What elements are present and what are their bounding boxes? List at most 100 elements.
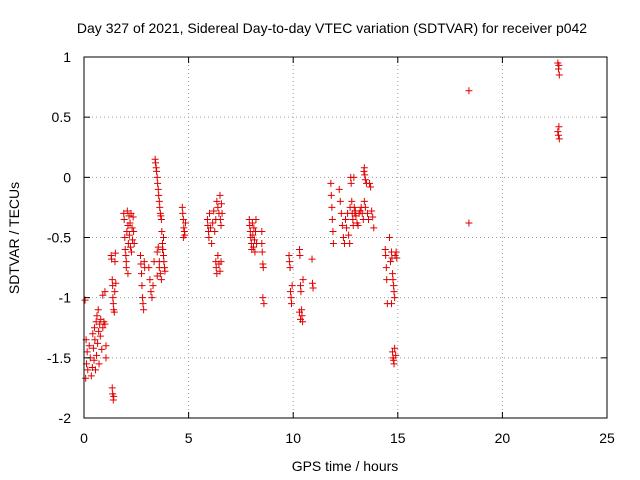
data-point: [363, 209, 371, 217]
data-point: [248, 219, 256, 227]
data-point: [84, 366, 92, 374]
data-point: [90, 356, 98, 364]
data-point: [95, 327, 103, 335]
data-point: [145, 264, 153, 272]
data-point: [286, 288, 294, 296]
data-point: [216, 191, 224, 199]
data-point: [336, 197, 344, 205]
data-point: [295, 308, 303, 316]
x-axis-label: GPS time / hours: [292, 458, 399, 474]
data-point: [156, 203, 164, 211]
data-point: [124, 270, 132, 278]
data-point: [157, 212, 165, 220]
data-point: [388, 300, 396, 308]
data-point: [298, 312, 306, 320]
data-point: [285, 252, 293, 260]
chart-title: Day 327 of 2021, Sidereal Day-to-day VTE…: [77, 20, 587, 36]
data-point: [360, 197, 368, 205]
x-tick-label: 5: [185, 430, 193, 446]
data-point: [250, 236, 258, 244]
data-point: [251, 248, 259, 256]
data-point: [148, 294, 156, 302]
data-point: [309, 284, 317, 292]
data-point: [288, 282, 296, 290]
data-point: [180, 224, 188, 232]
data-point: [259, 264, 267, 272]
data-point: [91, 336, 99, 344]
data-point: [217, 221, 225, 229]
data-point: [90, 324, 98, 332]
data-point: [205, 234, 213, 241]
data-point: [111, 249, 119, 257]
y-tick-label: 1: [63, 49, 71, 65]
data-point: [249, 243, 257, 251]
data-point: [393, 254, 401, 262]
data-point: [465, 219, 473, 227]
data-point: [139, 294, 147, 302]
y-tick-label: -1.5: [47, 350, 71, 366]
data-point: [89, 330, 97, 338]
data-point: [210, 207, 218, 215]
data-point: [288, 300, 296, 308]
data-point: [465, 87, 473, 95]
data-point: [155, 197, 163, 205]
data-point: [389, 276, 397, 284]
data-point: [308, 255, 316, 263]
data-point: [154, 179, 162, 187]
data-point: [389, 270, 397, 278]
data-point: [120, 209, 128, 217]
data-point: [386, 258, 394, 266]
data-point: [390, 282, 398, 290]
data-point: [366, 179, 374, 187]
data-point: [349, 215, 357, 223]
data-point: [391, 294, 399, 302]
data-point: [153, 272, 161, 280]
data-point: [555, 71, 563, 79]
data-point: [108, 384, 116, 392]
y-tick-label: -2: [59, 410, 72, 426]
data-point: [350, 173, 358, 181]
data-point: [129, 213, 137, 221]
data-point: [252, 215, 260, 223]
grid-layer: [84, 57, 607, 418]
data-point: [129, 236, 137, 244]
data-point: [155, 264, 163, 272]
data-point: [158, 240, 166, 248]
data-point: [98, 345, 106, 353]
data-point: [123, 227, 131, 235]
data-point: [122, 258, 130, 266]
data-point: [206, 209, 214, 217]
data-point: [92, 318, 100, 326]
data-point: [209, 219, 217, 227]
data-point: [179, 234, 187, 241]
data-point: [96, 332, 104, 340]
data-point: [123, 207, 131, 215]
data-point: [152, 159, 160, 167]
data-point: [110, 392, 118, 400]
y-tick-label: 0.5: [52, 109, 72, 125]
data-point: [360, 164, 368, 172]
data-point: [120, 215, 128, 223]
data-point: [214, 203, 222, 211]
data-point: [370, 224, 378, 232]
data-point: [297, 288, 305, 296]
data-point: [555, 123, 563, 131]
data-point: [87, 372, 95, 380]
data-point: [92, 366, 100, 374]
data-point: [99, 291, 107, 299]
data-point: [259, 294, 267, 302]
data-point: [122, 264, 130, 272]
x-tick-label: 20: [495, 430, 511, 446]
data-point: [157, 276, 165, 284]
data-point: [140, 258, 148, 266]
data-point: [154, 243, 162, 251]
data-point: [157, 215, 165, 223]
data-point: [101, 320, 109, 328]
data-point: [328, 203, 336, 211]
x-tick-label: 15: [390, 430, 406, 446]
data-point: [179, 215, 187, 223]
data-point: [382, 252, 390, 260]
data-point: [159, 252, 167, 260]
data-point: [159, 234, 167, 241]
